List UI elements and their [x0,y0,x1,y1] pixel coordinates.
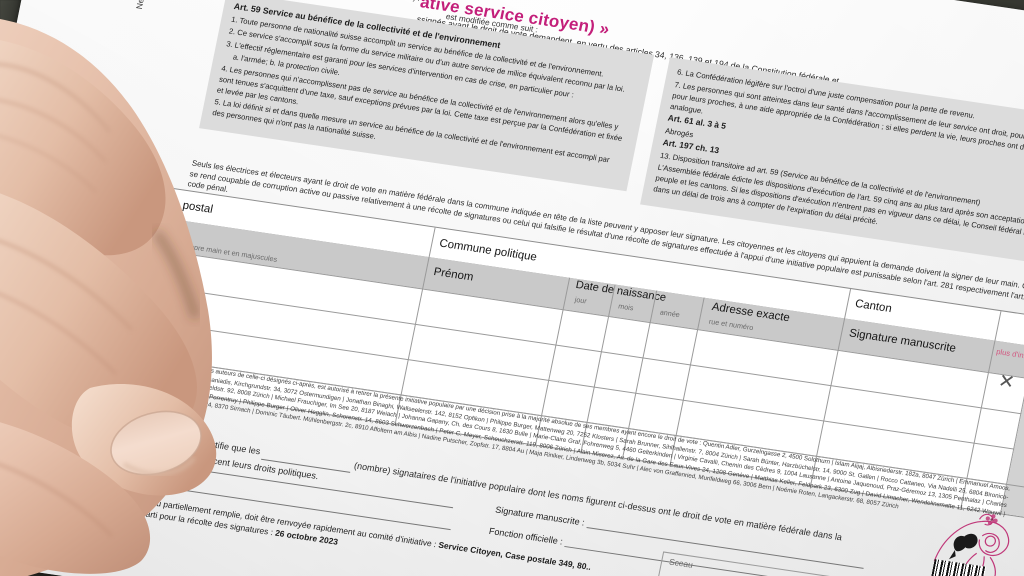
hand-holding-sheet [0,0,380,576]
x-mark-icon[interactable]: ✕ [996,370,1017,394]
flower-stamp-logo [926,503,1024,576]
function-label: Fonction officielle : [488,525,564,547]
column-sub-jour: jour [573,294,588,306]
column-header-canton: Canton [854,297,893,316]
